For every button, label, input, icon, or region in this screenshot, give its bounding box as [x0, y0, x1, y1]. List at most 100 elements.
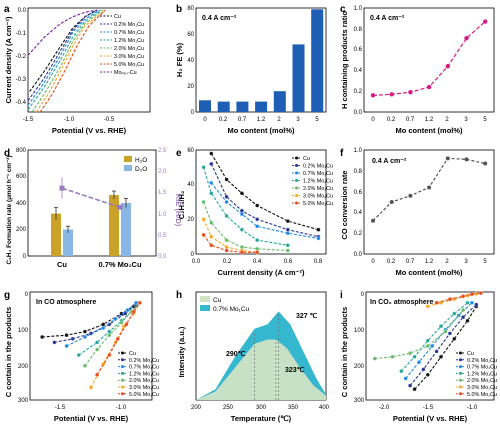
legend-label: 0.7% Mo₁Cu: [213, 306, 250, 313]
data-point: [76, 352, 81, 358]
panel-e-xtick: 0.2: [223, 259, 232, 265]
data-point: [40, 334, 45, 340]
series-line-2: [210, 182, 319, 239]
legend-label: Cu: [467, 351, 474, 357]
panel-h-xtick: 300: [256, 405, 267, 411]
bar-5: [311, 9, 324, 112]
panel-d-xtick: Cu: [57, 260, 67, 269]
panel-e-xtick: 0.0: [192, 259, 201, 265]
panel-g-ylabel: C contain in the products: [4, 307, 13, 397]
data-point: [434, 300, 439, 305]
data-point: [124, 322, 129, 327]
data-point: [421, 367, 426, 372]
data-point: [434, 349, 439, 354]
data-point: [101, 325, 106, 331]
data-point: [224, 177, 229, 182]
legend-label: 1.2% Mo₁Cu: [114, 38, 144, 44]
panel-letter-c: c: [340, 4, 346, 15]
legend-label: 2.0% Mo₁Cu: [303, 186, 333, 192]
legend-marker: [459, 365, 462, 369]
panel-f-xtick: 1.2: [425, 259, 434, 265]
data-point: [239, 208, 244, 213]
data-point: [209, 161, 214, 166]
data-point: [82, 334, 87, 340]
data-point: [113, 316, 118, 322]
series-line-7: [27, 9, 98, 56]
data-point: [255, 203, 260, 208]
data-point: [452, 311, 457, 316]
legend-marker: [121, 371, 124, 375]
panel-f-xtick: 0.7: [406, 259, 415, 265]
panel-a-xtick: -1.0: [64, 117, 75, 123]
panel-a-ytick: -0.4: [16, 100, 27, 106]
data-point: [408, 193, 413, 198]
panel-i-xtick: -1.5: [423, 405, 434, 411]
data-point: [399, 369, 404, 374]
annotation-323: 323℃: [285, 366, 305, 374]
bar-1.2: [255, 101, 268, 112]
legend-marker: [459, 385, 462, 389]
panel-i-frame: [365, 291, 495, 401]
bar-0: [199, 100, 211, 112]
bar-D₂O: [121, 203, 131, 256]
panel-d-legend: H₂O D₂O: [124, 156, 147, 173]
legend-label: 1.2% Mo₁Cu: [303, 179, 333, 185]
panel-b-ytick: 20: [187, 84, 194, 90]
panel-h-legend: Cu 0.7% Mo₁Cu: [200, 296, 250, 313]
data-point: [209, 243, 214, 248]
legend-marker: [121, 392, 124, 396]
data-point: [64, 333, 69, 338]
panel-h-plot: [196, 311, 326, 400]
panel-e-frame: [195, 149, 327, 255]
series-line-0: [42, 305, 134, 338]
data-point: [201, 199, 206, 205]
data-point: [425, 304, 430, 309]
legend-label: 3.0% Mo₁Cu: [129, 385, 159, 391]
panel-c-ytick: 0.2: [354, 89, 363, 95]
legend-label: 3.0% Mo₁Cu: [467, 385, 497, 391]
data-point: [438, 354, 444, 359]
panel-c-frame: [363, 7, 495, 113]
series-line-4: [203, 201, 288, 252]
panel-f-plot: [371, 156, 488, 223]
panel-b-ytick: 60: [187, 32, 194, 38]
data-point: [255, 246, 260, 251]
panel-h-xtick: 250: [223, 405, 234, 411]
panel-i-title: In CO₂ atmosphere: [370, 299, 434, 306]
panel-d-plot: [51, 177, 131, 256]
panel-i-xtick: -1.0: [467, 405, 478, 411]
series-line-3: [27, 9, 102, 111]
data-point: [255, 238, 260, 243]
panel-c-xtick: 0.2: [387, 117, 396, 123]
panel-letter-f: f: [340, 148, 344, 159]
data-point: [316, 227, 321, 232]
bar-H₂O: [51, 213, 61, 256]
data-point: [224, 248, 229, 253]
legend-label: 2.0% Mo₁Cu: [467, 378, 497, 384]
panel-b-ytick: 0: [191, 110, 195, 116]
panel-c-ytick: 1.0: [354, 6, 363, 12]
panel-h-xlabel: Temperature (℃): [231, 414, 292, 423]
data-point: [316, 236, 321, 241]
data-point: [224, 238, 229, 243]
panel-f-xtick: 5: [483, 259, 487, 265]
series-line-2: [27, 9, 100, 106]
series-line-0: [414, 306, 477, 390]
panel-e-xtick: 0.6: [284, 259, 293, 265]
legend-label: 0.2% Mo₁Cu: [129, 358, 159, 364]
data-point: [255, 217, 260, 222]
panel-b-frame: [195, 7, 327, 113]
data-point: [201, 232, 206, 237]
data-point: [70, 336, 75, 341]
data-point: [239, 250, 244, 255]
panel-a-frame: [27, 7, 151, 113]
legend-marker: [459, 351, 462, 355]
panel-letter-b: b: [176, 4, 182, 15]
data-point: [465, 318, 470, 323]
data-point: [390, 354, 395, 359]
panel-d-y2tick: 2.5: [158, 148, 167, 154]
data-point: [239, 212, 244, 217]
data-point: [201, 165, 206, 170]
panel-letter-d: d: [4, 148, 10, 159]
